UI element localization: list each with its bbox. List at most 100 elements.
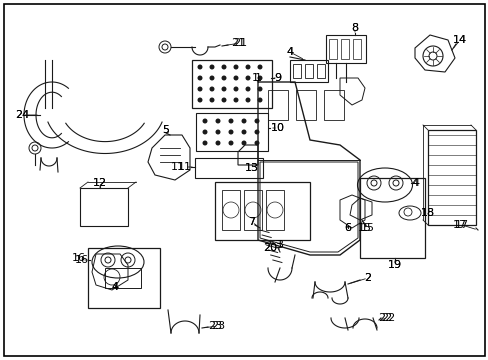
Circle shape bbox=[209, 76, 214, 81]
Bar bbox=[192, 60, 271, 108]
Text: 17: 17 bbox=[454, 220, 468, 230]
Circle shape bbox=[209, 98, 214, 103]
Circle shape bbox=[202, 118, 207, 123]
Circle shape bbox=[202, 130, 207, 135]
Circle shape bbox=[241, 118, 246, 123]
Circle shape bbox=[221, 86, 226, 91]
Bar bbox=[88, 248, 160, 308]
Text: 4: 4 bbox=[286, 47, 293, 57]
Bar bbox=[292, 64, 301, 78]
Text: 14: 14 bbox=[452, 35, 466, 45]
Text: 17: 17 bbox=[452, 220, 466, 230]
Text: 19: 19 bbox=[387, 260, 401, 270]
Text: 6: 6 bbox=[344, 223, 351, 233]
Text: 16: 16 bbox=[72, 253, 86, 263]
Bar bbox=[267, 90, 287, 120]
Text: 23: 23 bbox=[207, 321, 222, 331]
Text: 5: 5 bbox=[162, 125, 169, 135]
Text: 14: 14 bbox=[452, 35, 466, 45]
Text: 4: 4 bbox=[286, 47, 293, 57]
Bar bbox=[324, 90, 343, 120]
Circle shape bbox=[257, 64, 262, 69]
Circle shape bbox=[228, 130, 233, 135]
Circle shape bbox=[221, 98, 226, 103]
Text: 8: 8 bbox=[351, 23, 358, 33]
Text: 18: 18 bbox=[420, 208, 434, 218]
Circle shape bbox=[257, 98, 262, 103]
Circle shape bbox=[215, 140, 220, 145]
Text: 20: 20 bbox=[263, 243, 277, 253]
Text: 15: 15 bbox=[357, 223, 371, 233]
Bar bbox=[359, 178, 424, 258]
Text: 3: 3 bbox=[274, 240, 281, 250]
Text: 13: 13 bbox=[244, 163, 259, 173]
Text: 19: 19 bbox=[387, 260, 401, 270]
Bar bbox=[352, 39, 360, 59]
Text: 12: 12 bbox=[93, 178, 107, 188]
Bar bbox=[340, 39, 348, 59]
Text: 9: 9 bbox=[274, 73, 281, 83]
Text: 13: 13 bbox=[244, 163, 259, 173]
Circle shape bbox=[245, 86, 250, 91]
Circle shape bbox=[197, 76, 202, 81]
Circle shape bbox=[233, 76, 238, 81]
Circle shape bbox=[254, 118, 259, 123]
Text: 4: 4 bbox=[111, 282, 118, 292]
Circle shape bbox=[233, 64, 238, 69]
Bar bbox=[195, 158, 263, 178]
Bar bbox=[289, 60, 327, 82]
Text: 15: 15 bbox=[360, 223, 374, 233]
Text: 21: 21 bbox=[230, 38, 244, 48]
Bar bbox=[196, 113, 267, 151]
Text: 4: 4 bbox=[111, 282, 118, 292]
Text: 3: 3 bbox=[276, 240, 283, 250]
Bar bbox=[316, 64, 325, 78]
Circle shape bbox=[254, 140, 259, 145]
Text: 1: 1 bbox=[251, 73, 258, 83]
Circle shape bbox=[245, 76, 250, 81]
Circle shape bbox=[228, 118, 233, 123]
Circle shape bbox=[221, 76, 226, 81]
Circle shape bbox=[221, 64, 226, 69]
Circle shape bbox=[257, 76, 262, 81]
Text: 20: 20 bbox=[263, 243, 277, 253]
Circle shape bbox=[241, 130, 246, 135]
Bar bbox=[325, 35, 365, 63]
Bar bbox=[215, 182, 309, 240]
Text: 4: 4 bbox=[411, 178, 419, 188]
Circle shape bbox=[202, 140, 207, 145]
Text: 2: 2 bbox=[364, 273, 371, 283]
Bar bbox=[222, 190, 240, 230]
Bar bbox=[105, 268, 141, 288]
Bar bbox=[427, 130, 475, 225]
Circle shape bbox=[245, 64, 250, 69]
Text: 6: 6 bbox=[344, 223, 351, 233]
Text: 22: 22 bbox=[377, 313, 391, 323]
Text: 9: 9 bbox=[274, 73, 281, 83]
Text: 7: 7 bbox=[248, 217, 255, 227]
Circle shape bbox=[197, 98, 202, 103]
Text: 11: 11 bbox=[171, 162, 184, 172]
Bar bbox=[305, 64, 312, 78]
Text: 21: 21 bbox=[232, 38, 246, 48]
Circle shape bbox=[209, 64, 214, 69]
Text: 11: 11 bbox=[178, 162, 192, 172]
Text: 10: 10 bbox=[270, 123, 285, 133]
Circle shape bbox=[254, 130, 259, 135]
Text: 1: 1 bbox=[254, 73, 261, 83]
Text: 2: 2 bbox=[364, 273, 371, 283]
Text: 4: 4 bbox=[410, 178, 418, 188]
Circle shape bbox=[241, 140, 246, 145]
Circle shape bbox=[233, 98, 238, 103]
Circle shape bbox=[257, 86, 262, 91]
Text: 5: 5 bbox=[162, 125, 169, 135]
Circle shape bbox=[245, 98, 250, 103]
Text: 24: 24 bbox=[15, 110, 29, 120]
Text: 18: 18 bbox=[420, 208, 434, 218]
Bar bbox=[80, 188, 128, 226]
Circle shape bbox=[233, 86, 238, 91]
Text: 12: 12 bbox=[93, 178, 107, 188]
Text: 23: 23 bbox=[210, 321, 224, 331]
Circle shape bbox=[197, 64, 202, 69]
Text: 24: 24 bbox=[15, 110, 29, 120]
